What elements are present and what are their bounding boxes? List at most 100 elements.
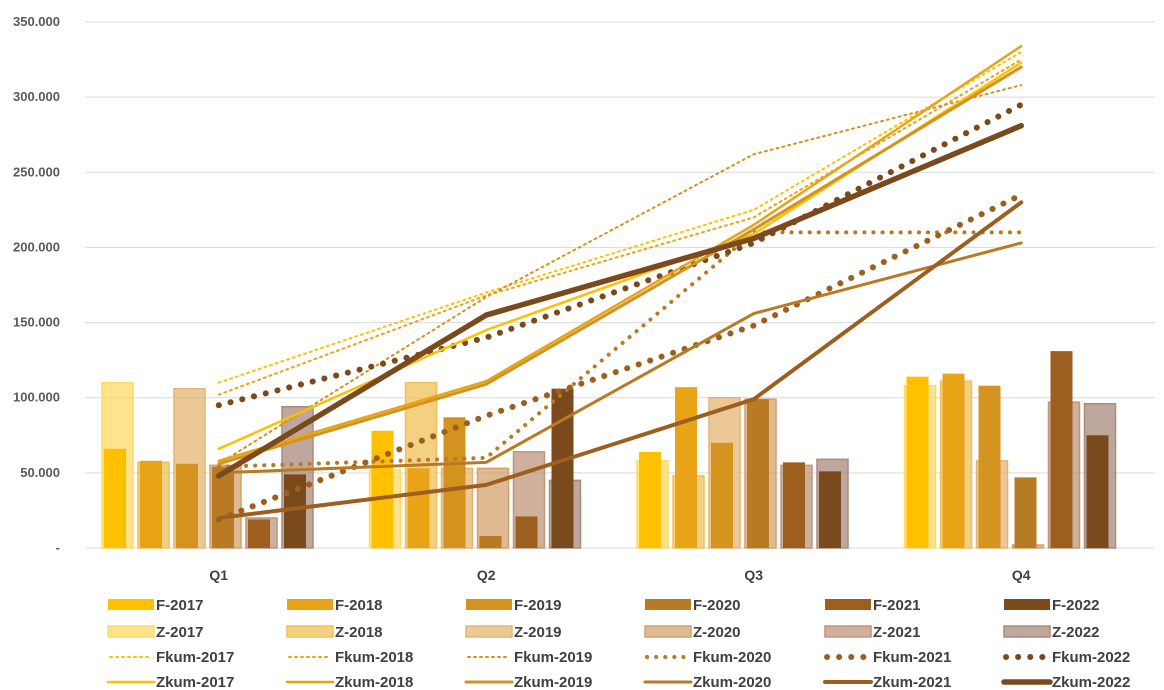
x-category-label: Q1 <box>209 567 228 583</box>
y-axis-tick-labels: - 50.000 100.000 150.000 200.000 250.000 300.0… <box>13 14 60 555</box>
bar-f-2020-q3 <box>747 399 769 548</box>
bar-f-2018-q1 <box>140 460 162 548</box>
legend-item-fkum-2021: Fkum-2021 <box>824 649 951 666</box>
legend-item-zkum-2018: Zkum-2018 <box>285 674 413 690</box>
legend-item-z-2022: Z-2022 <box>1003 624 1100 641</box>
line-zkum-2017 <box>217 61 1023 451</box>
bar-f-2021-q1 <box>248 519 270 548</box>
bar-f-2022-q2 <box>551 388 574 548</box>
legend-label: Z-2018 <box>335 624 383 641</box>
line-zkum-2022 <box>216 122 1024 479</box>
line-zkum-2020 <box>217 241 1023 475</box>
bar-f-2018-q3 <box>675 387 697 548</box>
bar-f-2017-q3 <box>639 451 661 548</box>
bar-f-2019-q2 <box>443 417 466 548</box>
legend-item-zkum-2020: Zkum-2020 <box>643 674 771 690</box>
legend-label: Fkum-2018 <box>335 649 413 666</box>
bar-f-2018-q2 <box>407 468 430 548</box>
legend-swatch <box>466 599 512 610</box>
bar-f-2019-q3 <box>711 442 733 548</box>
legend-swatch <box>644 625 692 638</box>
legend: F-2017 F-2018 F-2019 F-2020 F-2021 F-2022 Z-20… <box>106 597 1130 690</box>
legend-label: Z-2019 <box>514 624 562 641</box>
legend-item-zkum-2021: Zkum-2021 <box>823 674 951 690</box>
legend-label: Zkum-2021 <box>873 674 951 690</box>
x-category-label: Q2 <box>477 567 496 583</box>
legend-label: Fkum-2019 <box>514 649 592 666</box>
bar-f-2021-q2 <box>515 516 538 548</box>
legend-label: Zkum-2018 <box>335 674 413 690</box>
x-category-label: Q3 <box>744 567 763 583</box>
legend-item-fkum-2019: Fkum-2019 <box>467 649 592 666</box>
bar-f-2017-q1 <box>104 448 126 548</box>
legend-swatch <box>825 599 871 610</box>
bar-f-2020-q4 <box>1014 477 1037 548</box>
legend-label: Zkum-2020 <box>693 674 771 690</box>
line-series <box>215 44 1025 523</box>
y-tick-label: 200.000 <box>13 239 60 254</box>
legend-swatch <box>286 625 334 638</box>
legend-swatch <box>465 625 513 638</box>
legend-label: Fkum-2017 <box>156 649 234 666</box>
y-tick-label: 350.000 <box>13 14 60 29</box>
legend-swatch <box>108 599 154 610</box>
bar-f-2019-q1 <box>176 463 198 548</box>
legend-swatch <box>824 625 872 638</box>
line-zkum-2018 <box>217 44 1023 463</box>
legend-item-zkum-2017: Zkum-2017 <box>106 674 234 690</box>
y-tick-label: - <box>56 540 60 555</box>
bar-series <box>101 351 1117 549</box>
y-tick-label: 250.000 <box>13 164 60 179</box>
legend-item-fkum-2022: Fkum-2022 <box>1003 649 1130 666</box>
legend-swatch <box>107 625 155 638</box>
legend-label: F-2020 <box>693 597 741 614</box>
line-zkum-2019 <box>217 65 1023 466</box>
legend-item-z-2021: Z-2021 <box>824 624 921 641</box>
legend-label: Z-2022 <box>1052 624 1100 641</box>
line-fkum-2022 <box>215 101 1025 409</box>
legend-item-zkum-2019: Zkum-2019 <box>464 674 592 690</box>
bar-f-2019-q4 <box>978 385 1001 548</box>
legend-label: Z-2020 <box>693 624 741 641</box>
line-zkum-2021 <box>216 200 1024 520</box>
bar-f-2022-q3 <box>819 471 841 548</box>
legend-item-f-2021: F-2021 <box>825 597 921 614</box>
bar-f-2021-q4 <box>1050 351 1073 548</box>
grid-lines <box>85 21 1155 549</box>
bar-f-2022-q4 <box>1086 435 1109 548</box>
legend-label: F-2022 <box>1052 597 1100 614</box>
legend-label: F-2017 <box>156 597 204 614</box>
legend-label: Fkum-2021 <box>873 649 951 666</box>
x-axis-category-labels: Q1 Q2 Q3 Q4 <box>209 567 1030 583</box>
legend-label: F-2021 <box>873 597 921 614</box>
legend-swatch <box>1003 625 1051 638</box>
y-tick-label: 50.000 <box>20 465 60 480</box>
y-tick-label: 300.000 <box>13 89 60 104</box>
x-category-label: Q4 <box>1012 567 1031 583</box>
legend-label: Zkum-2022 <box>1052 674 1130 690</box>
legend-item-fkum-2017: Fkum-2017 <box>109 649 234 666</box>
legend-item-f-2019: F-2019 <box>466 597 562 614</box>
legend-label: Zkum-2019 <box>514 674 592 690</box>
bar-f-2020-q1 <box>212 466 234 548</box>
bar-f-2017-q4 <box>906 376 929 548</box>
legend-item-f-2022: F-2022 <box>1004 597 1100 614</box>
legend-label: Z-2017 <box>156 624 204 641</box>
legend-swatch <box>1004 599 1050 610</box>
legend-swatch <box>645 599 691 610</box>
line-fkum-2018 <box>217 58 1023 396</box>
legend-item-f-2018: F-2018 <box>287 597 383 614</box>
y-tick-label: 150.000 <box>13 315 60 330</box>
legend-label: F-2018 <box>335 597 383 614</box>
legend-item-z-2020: Z-2020 <box>644 624 741 641</box>
bar-f-2017-q2 <box>371 430 394 548</box>
legend-label: Fkum-2020 <box>693 649 771 666</box>
y-tick-label: 100.000 <box>13 390 60 405</box>
line-fkum-2019 <box>217 84 1023 465</box>
legend-item-z-2017: Z-2017 <box>107 624 204 641</box>
line-fkum-2021 <box>215 191 1025 523</box>
legend-item-fkum-2018: Fkum-2018 <box>288 649 413 666</box>
legend-item-f-2017: F-2017 <box>108 597 204 614</box>
line-fkum-2017 <box>217 51 1023 384</box>
